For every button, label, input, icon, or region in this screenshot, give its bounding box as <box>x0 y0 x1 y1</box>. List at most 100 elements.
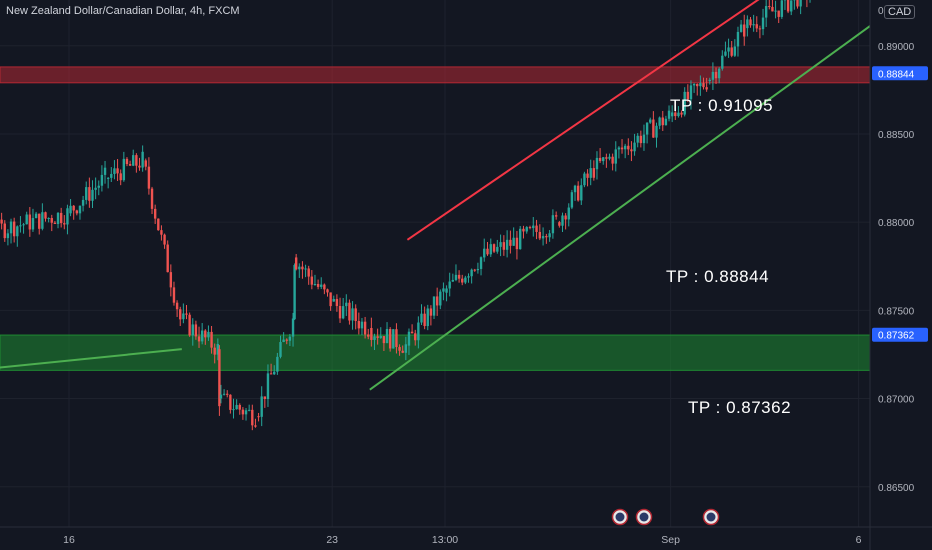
candle-body <box>291 318 295 337</box>
candle-body <box>692 84 696 86</box>
candle-body <box>528 227 532 229</box>
candle-body <box>210 331 213 348</box>
candle-body <box>696 84 699 87</box>
candle-body <box>213 347 216 355</box>
candle-body <box>179 309 182 320</box>
candle-body <box>3 223 6 239</box>
candle-body <box>442 288 445 292</box>
candle-body <box>670 112 674 117</box>
candle-body <box>9 221 13 234</box>
candle-body <box>97 185 100 188</box>
candle-body <box>755 24 758 29</box>
candle-body <box>88 187 91 201</box>
candle-body <box>113 168 116 174</box>
candle-body <box>191 324 194 336</box>
candle-body <box>269 373 273 375</box>
candle-body <box>38 213 41 229</box>
candle-body <box>592 168 596 178</box>
candle-body <box>216 344 220 355</box>
x-tick-label: 13:00 <box>432 534 458 546</box>
candle-body <box>605 157 608 159</box>
candle-body <box>771 6 774 12</box>
candle-body <box>125 158 129 165</box>
candle-body <box>730 47 733 56</box>
candle-body <box>298 266 301 270</box>
candle-body <box>711 71 715 80</box>
candle-body <box>467 276 470 278</box>
candle-body <box>558 222 561 226</box>
candle-body <box>519 228 522 250</box>
candle-body <box>586 173 589 178</box>
candle-body <box>717 68 721 79</box>
y-tick-label: 0.87500 <box>878 306 915 317</box>
currency-selector[interactable]: CAD <box>884 5 916 19</box>
candle-body <box>351 308 354 321</box>
candle-body <box>335 298 339 307</box>
candle-body <box>100 174 104 186</box>
candle-body <box>263 396 267 399</box>
candle-body <box>388 329 392 349</box>
candle-body <box>218 371 221 407</box>
candle-body <box>623 145 627 150</box>
candle-body <box>620 147 624 150</box>
flag-icon <box>706 512 716 522</box>
candle-body <box>238 404 241 410</box>
candle-body <box>276 356 279 372</box>
candle-body <box>19 225 22 227</box>
candle-body <box>22 224 25 226</box>
candle-body <box>59 212 63 224</box>
candle-body <box>705 87 708 90</box>
candle-body <box>739 24 743 32</box>
candle-body <box>652 119 655 138</box>
trend-line <box>406 0 760 241</box>
chart-title: New Zealand Dollar/Canadian Dollar, 4h, … <box>6 5 240 17</box>
candle-body <box>31 218 35 230</box>
candle-body <box>172 287 176 303</box>
tp-label-1: TP : 0.91095 <box>670 96 774 115</box>
candle-body <box>407 331 411 346</box>
candle-body <box>329 292 332 307</box>
candle-body <box>66 208 69 225</box>
candle-body <box>229 394 232 410</box>
price-label: 0.87362 <box>878 331 915 342</box>
candle-body <box>345 302 348 307</box>
candle-body <box>301 266 304 270</box>
candle-body <box>435 296 439 306</box>
candle-body <box>251 409 254 426</box>
candle-body <box>589 168 592 178</box>
candle-body <box>796 0 799 7</box>
candle-body <box>633 142 636 152</box>
candle-body <box>235 404 238 410</box>
candle-body <box>241 409 245 415</box>
candle-body <box>404 344 408 353</box>
candle-body <box>570 192 574 208</box>
candle-body <box>182 313 185 320</box>
candle-body <box>636 135 639 143</box>
candle-body <box>110 173 113 178</box>
candle-body <box>780 0 784 17</box>
candle-body <box>499 242 502 247</box>
candle-body <box>614 149 617 164</box>
candle-body <box>153 208 157 219</box>
candle-body <box>41 212 44 229</box>
candle-body <box>72 205 75 211</box>
candle-body <box>724 51 727 56</box>
candle-body <box>639 135 643 144</box>
candle-body <box>310 276 314 285</box>
candle-body <box>379 336 382 338</box>
candle-body <box>34 213 38 219</box>
candle-body <box>285 339 288 341</box>
x-tick-label: 23 <box>326 534 338 546</box>
candle-body <box>602 157 605 162</box>
candle-body <box>645 122 649 135</box>
candle-body <box>417 322 420 341</box>
candle-body <box>448 281 451 289</box>
candle-body <box>147 166 151 189</box>
candle-body <box>85 187 88 200</box>
candle-body <box>44 212 47 219</box>
candle-body <box>752 24 755 26</box>
candle-body <box>410 331 414 334</box>
candle-body <box>489 244 492 255</box>
candle-body <box>294 257 298 270</box>
